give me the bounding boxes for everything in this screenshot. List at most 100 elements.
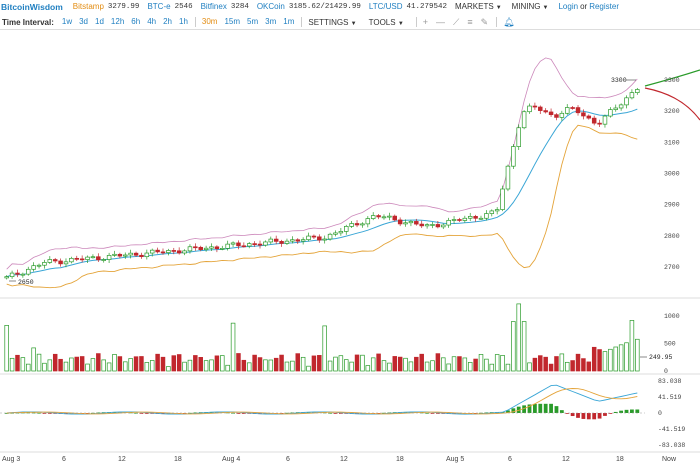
macd-histogram-bar [630, 409, 634, 413]
macd-histogram-bar [484, 412, 489, 414]
fib-icon[interactable]: ≡ [467, 17, 473, 27]
exchange-btce-name[interactable]: BTC-e [147, 2, 171, 11]
candle-body [521, 111, 527, 129]
volume-bar [613, 346, 618, 372]
interval-1m[interactable]: 1m [283, 17, 295, 26]
interval-5m[interactable]: 5m [247, 17, 259, 26]
candle-body [527, 105, 532, 113]
candle-body [505, 165, 511, 190]
mining-menu[interactable]: MINING ▼ [512, 2, 549, 11]
volume-bar [521, 321, 527, 372]
volume-bar [15, 354, 20, 372]
volume-bar [236, 353, 241, 372]
volume-bar [4, 325, 9, 372]
volume-bar [198, 357, 203, 372]
volume-bar [538, 355, 543, 372]
interval-15m[interactable]: 15m [224, 17, 241, 26]
volume-bar [220, 355, 225, 372]
candle-body [4, 276, 9, 279]
candle-body [182, 250, 187, 254]
candle-body [74, 257, 80, 260]
candle-body [230, 242, 236, 245]
time-axis-label: 6 [508, 456, 512, 463]
volume-bar [446, 363, 451, 372]
exchange-bitstamp-name[interactable]: Bitstamp [72, 2, 104, 11]
volume-bar [47, 359, 53, 372]
volume-bar [63, 361, 69, 372]
interval-3m[interactable]: 3m [265, 17, 277, 26]
candle-body [171, 250, 177, 252]
volume-bar [149, 360, 155, 372]
volume-bar [182, 361, 187, 372]
candle-body [193, 246, 198, 249]
interval-30m[interactable]: 30m [201, 17, 218, 26]
interval-2h[interactable]: 2h [163, 17, 172, 26]
volume-bar [511, 321, 516, 372]
crosshair-icon[interactable]: + [422, 17, 429, 27]
macd-histogram-bar [522, 405, 527, 413]
markets-menu[interactable]: MARKETS ▼ [455, 2, 502, 11]
tools-menu-label: TOOLS [368, 17, 396, 27]
price-axis-label: 3100 [664, 139, 680, 146]
candle-body [635, 89, 640, 93]
candle-body [160, 251, 166, 254]
volume-bar [381, 360, 387, 372]
candle-body [349, 223, 354, 227]
settings-menu[interactable]: SETTINGS ▼ [308, 18, 356, 27]
alert-bell-icon[interactable]: 🔔︎ [503, 16, 515, 27]
volume-bar [435, 353, 441, 372]
volume-bar [193, 355, 198, 372]
price-axis-label: 3300 [664, 77, 680, 84]
exchange-okcoin-name[interactable]: OKCoin [256, 2, 285, 11]
volume-bar [543, 356, 548, 372]
site-logo[interactable]: BitcoinWisdom [1, 1, 63, 12]
interval-1h[interactable]: 1h [179, 17, 188, 26]
exchange-bitfinex-name[interactable]: Bitfinex [200, 2, 227, 11]
login-link[interactable]: Login [558, 2, 579, 11]
macd-histogram-bar [565, 413, 570, 414]
volume-bar [554, 356, 559, 372]
caret-down-icon: ▼ [350, 20, 357, 27]
interval-3d[interactable]: 3d [79, 17, 89, 26]
volume-bar [635, 338, 640, 372]
interval-1w[interactable]: 1w [61, 17, 73, 26]
candle-body [101, 259, 106, 261]
volume-bar [414, 356, 419, 372]
candle-body [516, 127, 521, 147]
price-axis-label: 3000 [664, 171, 680, 178]
macd-histogram-bar [613, 411, 618, 413]
hline-icon[interactable]: — [436, 17, 446, 27]
interval-1d[interactable]: 1d [95, 17, 104, 26]
volume-bar [327, 360, 333, 372]
candle-body [451, 219, 457, 221]
candle-body [263, 241, 268, 246]
interval-4h[interactable]: 4h [147, 17, 157, 26]
exchange-ltcusd-name[interactable]: LTC/USD [368, 2, 403, 11]
tools-menu[interactable]: TOOLS ▼ [369, 18, 404, 27]
candle-body [532, 105, 538, 108]
volume-bar [58, 358, 63, 372]
volume-axis-label: 1000 [664, 313, 680, 320]
candle-body [257, 243, 263, 246]
macd-histogram-bar [117, 412, 122, 413]
volume-bar [214, 355, 220, 372]
volume-bar [117, 356, 123, 372]
volume-bar [20, 357, 26, 372]
register-link[interactable]: Register [589, 2, 619, 11]
macd-histogram-bar [328, 412, 332, 414]
candle-body [63, 261, 69, 265]
pen-icon[interactable]: ✎ [480, 16, 489, 27]
candle-body [613, 107, 618, 110]
trendline-icon[interactable]: ⟋ [453, 16, 460, 27]
divider [415, 17, 417, 27]
candle-body [79, 258, 85, 261]
volume-bar [26, 363, 31, 372]
interval-12h[interactable]: 12h [110, 17, 125, 26]
macd-histogram-bar [527, 404, 532, 413]
volume-bar [559, 353, 565, 372]
candle-body [581, 112, 586, 117]
volume-bar [128, 358, 133, 372]
mining-menu-label: MINING [511, 2, 541, 11]
interval-6h[interactable]: 6h [131, 17, 141, 26]
